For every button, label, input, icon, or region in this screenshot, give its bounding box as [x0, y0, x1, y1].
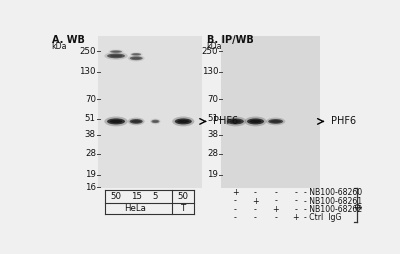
Ellipse shape — [131, 53, 141, 56]
Text: -: - — [234, 213, 237, 222]
Text: T: T — [181, 204, 186, 213]
Text: -: - — [254, 205, 257, 214]
Text: -: - — [234, 197, 237, 205]
Ellipse shape — [110, 50, 122, 53]
Text: -: - — [274, 213, 277, 222]
Text: 70: 70 — [85, 95, 96, 104]
Text: 28: 28 — [207, 149, 218, 158]
Text: +: + — [232, 188, 239, 197]
Ellipse shape — [172, 117, 194, 126]
Text: +: + — [292, 213, 299, 222]
Text: - NB100-68261: - NB100-68261 — [304, 197, 362, 205]
Text: HeLa: HeLa — [125, 204, 146, 213]
Ellipse shape — [175, 118, 192, 124]
Text: 19: 19 — [208, 170, 218, 179]
Text: +: + — [272, 205, 279, 214]
Ellipse shape — [104, 52, 128, 60]
Ellipse shape — [152, 120, 158, 122]
Text: kDa: kDa — [206, 42, 222, 51]
Ellipse shape — [130, 52, 143, 56]
Ellipse shape — [112, 51, 120, 52]
Text: -: - — [254, 213, 257, 222]
Ellipse shape — [133, 54, 140, 55]
Text: -: - — [294, 197, 297, 205]
Text: A. WB: A. WB — [52, 35, 84, 45]
Text: 70: 70 — [207, 95, 218, 104]
Ellipse shape — [244, 117, 267, 126]
Ellipse shape — [104, 117, 128, 126]
Text: -: - — [254, 188, 257, 197]
Text: -: - — [294, 205, 297, 214]
Ellipse shape — [132, 120, 141, 123]
Text: 130: 130 — [79, 67, 96, 76]
Ellipse shape — [177, 120, 189, 123]
Ellipse shape — [108, 50, 124, 54]
Text: B. IP/WB: B. IP/WB — [206, 35, 253, 45]
Ellipse shape — [230, 120, 241, 123]
Text: 5: 5 — [153, 192, 158, 201]
Ellipse shape — [110, 120, 122, 123]
Ellipse shape — [128, 118, 145, 125]
Text: 50: 50 — [110, 192, 122, 201]
Ellipse shape — [132, 57, 141, 59]
Text: 51: 51 — [85, 114, 96, 123]
Text: IP: IP — [355, 202, 364, 209]
Ellipse shape — [130, 56, 143, 60]
Text: - NB100-68260: - NB100-68260 — [304, 188, 362, 197]
Text: 16: 16 — [85, 183, 96, 192]
Ellipse shape — [268, 119, 283, 124]
Ellipse shape — [107, 54, 125, 58]
Text: PHF6: PHF6 — [330, 116, 356, 126]
Text: 38: 38 — [207, 130, 218, 139]
Ellipse shape — [247, 118, 264, 124]
Text: -: - — [294, 188, 297, 197]
Text: - Ctrl  IgG: - Ctrl IgG — [304, 213, 342, 222]
Bar — [98, 36, 202, 188]
Text: -: - — [234, 205, 237, 214]
Ellipse shape — [266, 118, 285, 125]
Ellipse shape — [270, 120, 281, 123]
Text: 15: 15 — [131, 192, 142, 201]
Text: 130: 130 — [202, 67, 218, 76]
Ellipse shape — [107, 118, 125, 124]
Text: -: - — [274, 197, 277, 205]
Ellipse shape — [227, 118, 244, 124]
Text: 51: 51 — [207, 114, 218, 123]
Text: 250: 250 — [202, 46, 218, 56]
Ellipse shape — [250, 120, 262, 123]
Text: 28: 28 — [85, 149, 96, 158]
Text: 250: 250 — [79, 46, 96, 56]
Ellipse shape — [150, 119, 161, 124]
Text: PHF6: PHF6 — [213, 116, 238, 126]
Text: -: - — [274, 188, 277, 197]
Ellipse shape — [151, 120, 160, 123]
Text: 38: 38 — [85, 130, 96, 139]
Ellipse shape — [130, 119, 143, 124]
Text: 50: 50 — [178, 192, 189, 201]
Ellipse shape — [110, 55, 122, 57]
Ellipse shape — [224, 117, 246, 126]
Text: +: + — [252, 197, 259, 205]
Text: - NB100-68262: - NB100-68262 — [304, 205, 362, 214]
Text: kDa: kDa — [52, 42, 67, 51]
Ellipse shape — [128, 55, 145, 61]
Bar — [220, 36, 320, 188]
Text: 19: 19 — [85, 170, 96, 179]
